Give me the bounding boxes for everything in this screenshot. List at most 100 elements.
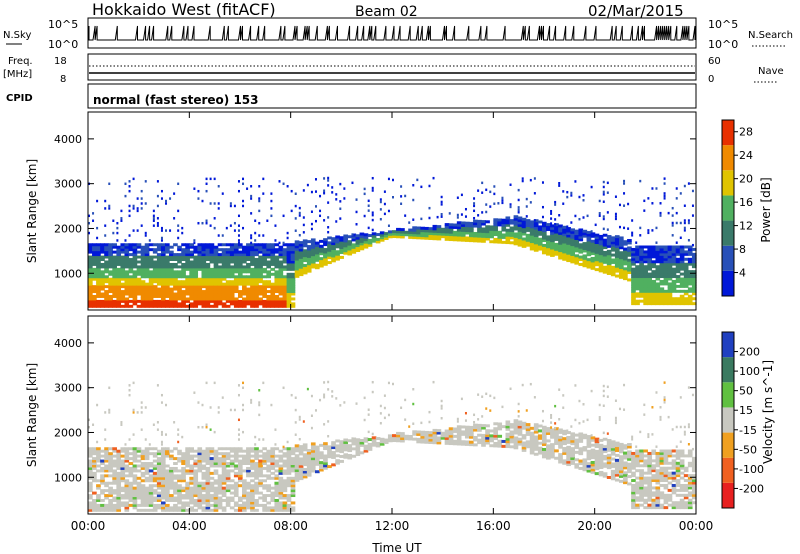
velocity-cell	[250, 449, 255, 453]
power-cell	[254, 282, 259, 286]
power-cell	[582, 264, 588, 268]
velocity-cell	[193, 474, 199, 478]
velocity-cell	[643, 481, 648, 485]
power-cell	[529, 227, 535, 231]
velocity-cell	[339, 447, 344, 451]
power-cell	[177, 209, 180, 213]
power-cell	[209, 292, 215, 296]
power-cell	[590, 234, 596, 238]
power-cell	[132, 245, 138, 249]
power-cell	[359, 242, 365, 246]
velocity-cell	[420, 421, 423, 425]
velocity-cell	[128, 466, 134, 470]
power-cell	[294, 257, 300, 261]
power-cell	[343, 197, 346, 200]
power-cell	[124, 290, 130, 294]
power-cell	[416, 228, 421, 232]
power-cell	[140, 270, 146, 274]
power-cell	[663, 177, 666, 180]
power-cell	[529, 242, 535, 246]
velocity-cell	[675, 466, 681, 470]
power-cell	[221, 265, 227, 269]
velocity-cell	[691, 479, 697, 483]
velocity-cell	[197, 469, 203, 473]
power-cell	[144, 304, 150, 308]
velocity-cell	[683, 483, 689, 487]
velocity-cell	[116, 466, 122, 470]
power-cell	[521, 242, 527, 246]
power-cell	[687, 182, 690, 185]
power-cell	[193, 280, 199, 284]
power-cell	[639, 247, 644, 251]
power-cell	[501, 233, 507, 237]
cpid-panel-frame	[87, 83, 697, 109]
velocity-cell	[209, 471, 215, 475]
power-cell	[128, 299, 134, 303]
power-cell	[456, 213, 459, 217]
power-cell	[635, 270, 640, 274]
power-cell	[651, 272, 657, 276]
power-cell	[270, 250, 276, 254]
power-cell	[100, 299, 105, 303]
power-cell	[424, 234, 430, 238]
power-cell	[242, 299, 247, 303]
power-cell	[177, 270, 182, 274]
velocity-cell	[513, 443, 519, 447]
power-cell	[221, 302, 227, 306]
velocity-cell	[521, 426, 527, 430]
noise-sky-trace	[88, 25, 696, 41]
velocity-cell	[88, 486, 93, 490]
power-cell	[363, 192, 366, 196]
velocity-cell	[112, 447, 117, 451]
power-cell	[606, 249, 612, 253]
power-cell	[213, 258, 219, 261]
power-cell	[197, 189, 200, 193]
velocity-cell	[428, 441, 434, 444]
velocity-cell	[290, 466, 296, 470]
power-cell	[160, 299, 166, 303]
power-cell	[570, 257, 575, 261]
velocity-cell	[246, 454, 251, 458]
velocity-cell	[124, 506, 130, 510]
velocity-cell	[627, 470, 632, 474]
power-cell	[627, 227, 630, 230]
velocity-cell	[517, 432, 523, 436]
power-cell	[96, 265, 101, 269]
power-cell	[647, 197, 650, 200]
velocity-cell	[343, 440, 349, 444]
power-cell	[473, 234, 478, 238]
velocity-cell	[197, 454, 203, 458]
power-cell	[444, 225, 450, 229]
power-cell	[286, 290, 292, 294]
velocity-cell	[323, 395, 326, 399]
power-cell	[396, 227, 401, 231]
velocity-cell	[497, 442, 503, 446]
velocity-cell	[509, 437, 515, 441]
velocity-cell	[201, 464, 207, 468]
power-cell	[485, 227, 490, 231]
velocity-cell	[274, 476, 280, 480]
velocity-cell	[217, 457, 223, 461]
power-cell	[647, 231, 650, 235]
velocity-cell	[667, 503, 673, 507]
velocity-cell	[112, 459, 117, 463]
velocity-cell	[116, 464, 122, 468]
power-cell	[201, 282, 207, 286]
velocity-cell	[651, 451, 657, 455]
power-cell	[473, 202, 476, 205]
velocity-colorbar-frame	[721, 331, 735, 509]
velocity-cell	[493, 427, 498, 431]
velocity-cell	[655, 479, 661, 483]
power-cell	[643, 245, 648, 249]
power-cell	[225, 304, 231, 308]
velocity-cell	[278, 503, 284, 507]
velocity-cell	[302, 460, 308, 464]
power-cell	[631, 247, 636, 251]
velocity-cell	[233, 454, 239, 458]
power-cell	[237, 277, 243, 281]
power-cell	[477, 214, 480, 217]
power-cell	[675, 245, 681, 249]
power-cell	[562, 228, 567, 232]
velocity-cell	[416, 430, 421, 434]
power-cell	[671, 250, 677, 254]
